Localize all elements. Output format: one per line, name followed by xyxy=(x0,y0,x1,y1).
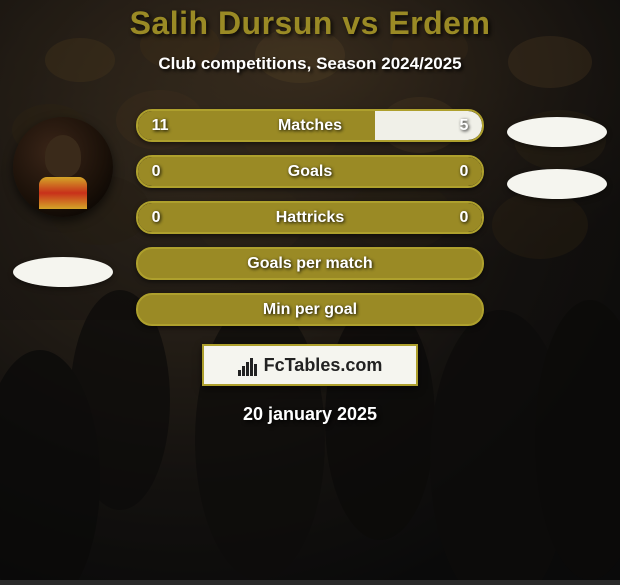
stat-row-hattricks: 0 Hattricks 0 xyxy=(136,201,485,234)
stat-right-value: 0 xyxy=(459,163,468,181)
stat-left-value: 11 xyxy=(152,117,169,135)
player-left-column xyxy=(8,109,118,287)
stat-label: Hattricks xyxy=(276,209,344,227)
stat-label: Matches xyxy=(278,117,342,135)
player-right-avatar-pill xyxy=(507,117,607,147)
stats-column: 11 Matches 5 0 Goals 0 0 Hattricks 0 Goals per ma… xyxy=(136,109,485,326)
player-right-name-pill xyxy=(507,169,607,199)
stat-overlay: 0 Goals 0 xyxy=(138,157,483,186)
date-text: 20 january 2025 xyxy=(0,404,620,425)
page-title: Salih Dursun vs Erdem xyxy=(0,5,620,42)
stat-row-goals: 0 Goals 0 xyxy=(136,155,485,188)
subtitle: Club competitions, Season 2024/2025 xyxy=(0,54,620,74)
stat-overlay: 11 Matches 5 xyxy=(138,111,483,140)
player-right-column xyxy=(502,109,612,199)
player-left-avatar xyxy=(13,117,113,217)
comparison-area: 11 Matches 5 0 Goals 0 0 Hattricks 0 Goals per ma… xyxy=(0,109,620,326)
stat-label: Goals xyxy=(288,163,332,181)
stat-left-value: 0 xyxy=(152,209,161,227)
brand-text: FcTables.com xyxy=(264,355,383,376)
stat-right-value: 0 xyxy=(459,209,468,227)
stat-right-value: 5 xyxy=(459,117,468,135)
stat-left-value: 0 xyxy=(152,163,161,181)
content-wrapper: Salih Dursun vs Erdem Club competitions,… xyxy=(0,0,620,580)
stat-overlay: 0 Hattricks 0 xyxy=(138,203,483,232)
chart-icon xyxy=(238,354,260,376)
stat-row-min-per-goal: Min per goal xyxy=(136,293,485,326)
player-left-name-pill xyxy=(13,257,113,287)
stat-row-goals-per-match: Goals per match xyxy=(136,247,485,280)
brand-badge: FcTables.com xyxy=(202,344,418,386)
stat-row-matches: 11 Matches 5 xyxy=(136,109,485,142)
